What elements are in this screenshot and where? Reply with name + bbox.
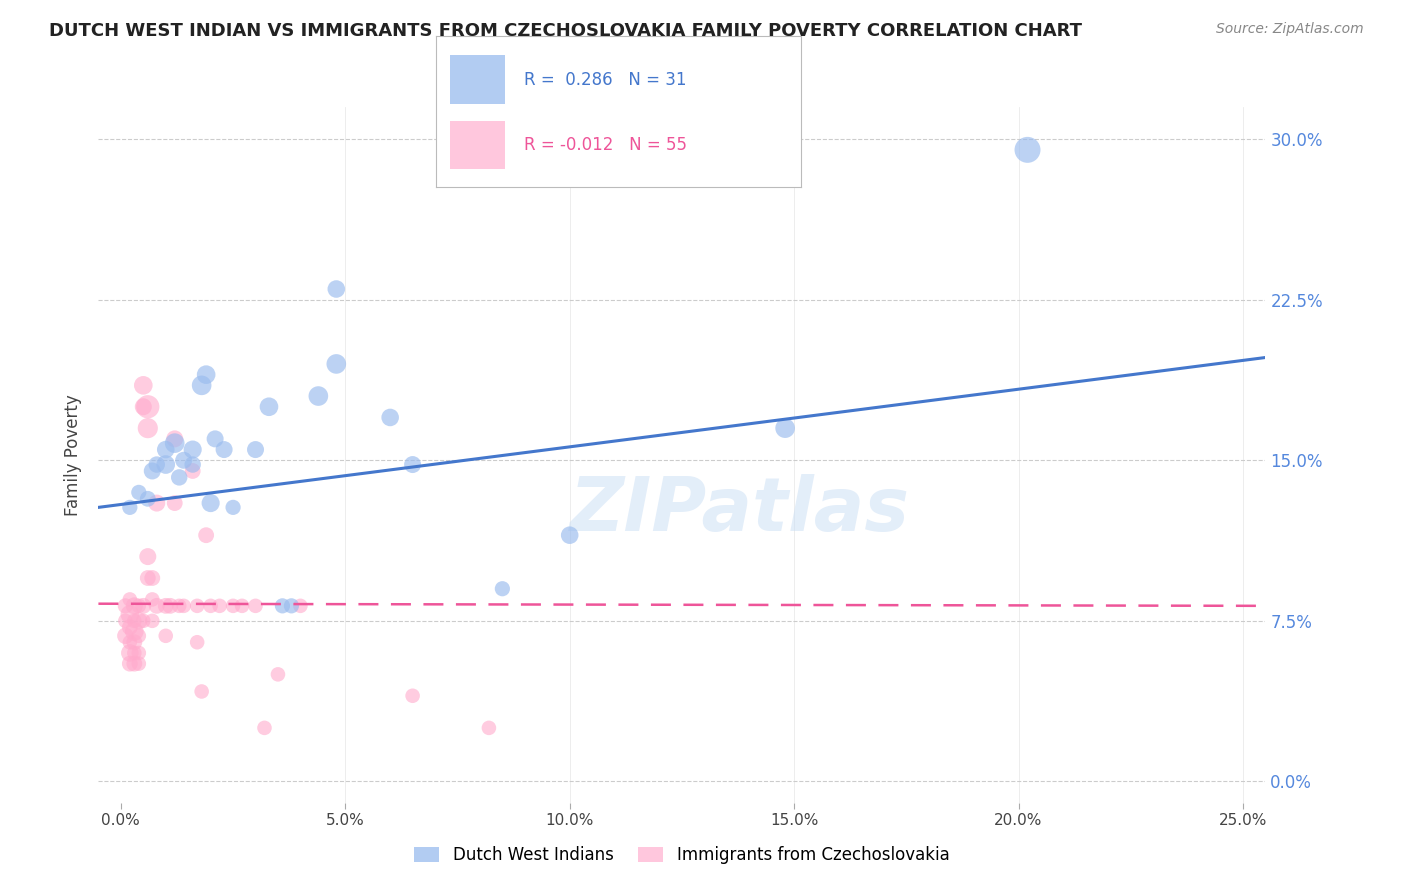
- Point: [141, 571, 163, 585]
- Point: [195, 368, 218, 382]
- Point: [128, 599, 150, 613]
- Point: [155, 629, 177, 643]
- Point: [212, 442, 235, 457]
- Point: [491, 582, 513, 596]
- Point: [136, 421, 159, 435]
- Point: [124, 599, 146, 613]
- Point: [155, 442, 177, 457]
- Point: [118, 607, 141, 622]
- Point: [186, 635, 208, 649]
- Point: [136, 549, 159, 564]
- Point: [181, 464, 204, 478]
- Point: [478, 721, 501, 735]
- Bar: [450, 55, 505, 103]
- Bar: [450, 120, 505, 169]
- Point: [136, 491, 159, 506]
- Point: [190, 684, 212, 698]
- Point: [401, 458, 423, 472]
- Point: [1017, 143, 1039, 157]
- Point: [307, 389, 329, 403]
- Point: [773, 421, 796, 435]
- Point: [186, 599, 208, 613]
- Point: [124, 657, 146, 671]
- Point: [173, 599, 195, 613]
- Point: [114, 614, 136, 628]
- Point: [222, 500, 245, 515]
- Text: DUTCH WEST INDIAN VS IMMIGRANTS FROM CZECHOSLOVAKIA FAMILY POVERTY CORRELATION C: DUTCH WEST INDIAN VS IMMIGRANTS FROM CZE…: [49, 22, 1083, 40]
- Point: [200, 599, 222, 613]
- Point: [222, 599, 245, 613]
- Point: [128, 646, 150, 660]
- Point: [124, 614, 146, 628]
- Point: [124, 635, 146, 649]
- Point: [118, 592, 141, 607]
- Point: [124, 646, 146, 660]
- Point: [124, 624, 146, 639]
- Text: Source: ZipAtlas.com: Source: ZipAtlas.com: [1216, 22, 1364, 37]
- Text: R = -0.012   N = 55: R = -0.012 N = 55: [523, 136, 686, 153]
- Point: [155, 599, 177, 613]
- Legend: Dutch West Indians, Immigrants from Czechoslovakia: Dutch West Indians, Immigrants from Czec…: [408, 839, 956, 871]
- Point: [128, 485, 150, 500]
- Point: [378, 410, 402, 425]
- Point: [231, 599, 253, 613]
- Point: [181, 442, 204, 457]
- Point: [128, 657, 150, 671]
- Point: [118, 657, 141, 671]
- Point: [141, 614, 163, 628]
- Point: [118, 500, 141, 515]
- Point: [208, 599, 231, 613]
- Point: [401, 689, 423, 703]
- Point: [118, 646, 141, 660]
- Point: [114, 599, 136, 613]
- Point: [290, 599, 312, 613]
- Point: [200, 496, 222, 510]
- Point: [146, 599, 169, 613]
- Point: [253, 721, 276, 735]
- Point: [245, 442, 267, 457]
- Point: [136, 400, 159, 414]
- Point: [146, 458, 169, 472]
- Point: [114, 629, 136, 643]
- Point: [163, 432, 186, 446]
- Point: [173, 453, 195, 467]
- Point: [257, 400, 280, 414]
- Point: [132, 400, 155, 414]
- Point: [267, 667, 290, 681]
- Point: [163, 496, 186, 510]
- Text: ZIPatlas: ZIPatlas: [571, 474, 910, 547]
- Point: [141, 464, 163, 478]
- Point: [132, 599, 155, 613]
- Point: [118, 635, 141, 649]
- Point: [132, 378, 155, 392]
- Point: [190, 378, 212, 392]
- Point: [280, 599, 302, 613]
- Point: [128, 614, 150, 628]
- Point: [325, 282, 347, 296]
- Point: [204, 432, 226, 446]
- Point: [195, 528, 218, 542]
- Point: [132, 614, 155, 628]
- Point: [128, 629, 150, 643]
- Point: [325, 357, 347, 371]
- Point: [167, 599, 190, 613]
- Point: [146, 496, 169, 510]
- Point: [558, 528, 581, 542]
- Point: [181, 458, 204, 472]
- Point: [163, 436, 186, 450]
- Point: [271, 599, 294, 613]
- Point: [155, 458, 177, 472]
- Point: [136, 571, 159, 585]
- Text: R =  0.286   N = 31: R = 0.286 N = 31: [523, 70, 686, 88]
- Point: [245, 599, 267, 613]
- Point: [167, 470, 190, 484]
- Point: [159, 599, 181, 613]
- Y-axis label: Family Poverty: Family Poverty: [65, 394, 83, 516]
- Point: [118, 620, 141, 634]
- Point: [141, 592, 163, 607]
